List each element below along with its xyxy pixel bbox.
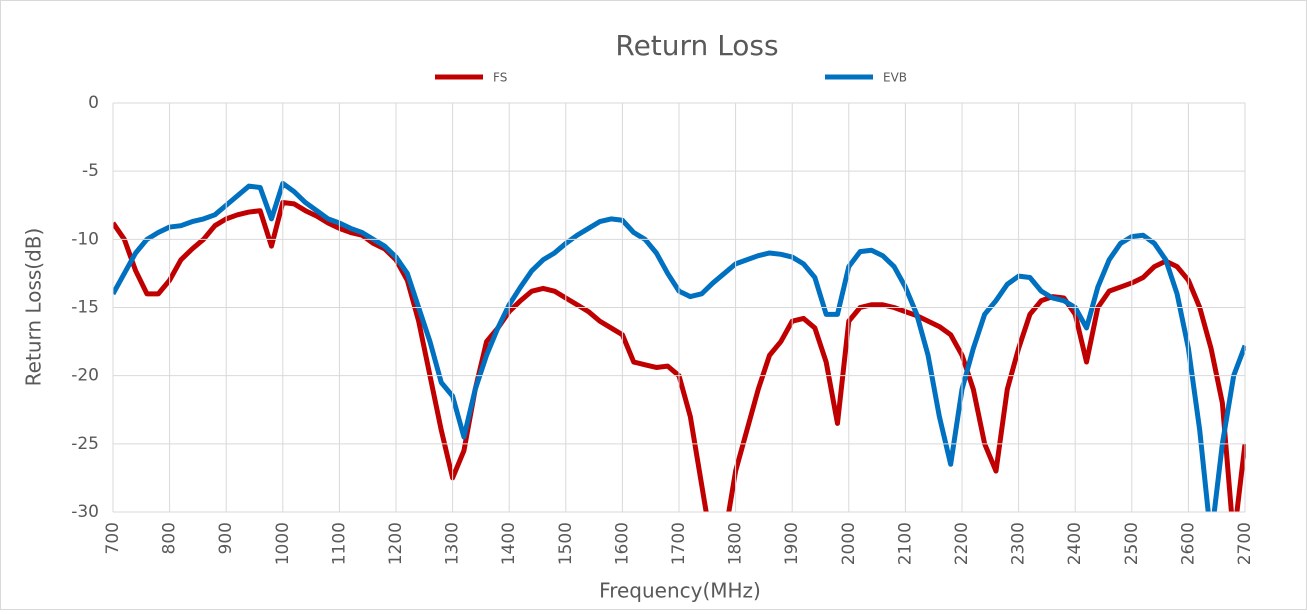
x-tick-label: 2200	[952, 522, 972, 565]
x-tick-label: 2000	[839, 522, 859, 565]
chart-title: Return Loss	[615, 29, 778, 62]
y-tick-label: -5	[82, 161, 99, 181]
x-tick-label: 2400	[1065, 522, 1085, 565]
x-tick-label: 1100	[329, 522, 349, 565]
x-tick-label: 2700	[1235, 522, 1255, 565]
y-tick-label: -30	[71, 502, 99, 522]
x-tick-label: 1800	[726, 522, 746, 565]
y-tick-label: -15	[71, 298, 99, 318]
x-tick-label: 2600	[1178, 522, 1198, 565]
legend-label: EVB	[883, 71, 907, 85]
x-tick-label: 1000	[273, 522, 293, 565]
x-tick-label: 1300	[443, 522, 463, 565]
x-tick-label: 800	[160, 522, 180, 554]
y-axis-label: Return Loss(dB)	[22, 228, 46, 387]
y-tick-label: 0	[88, 93, 99, 113]
y-tick-label: -10	[71, 229, 99, 249]
x-tick-label: 1200	[386, 522, 406, 565]
x-tick-label: 2300	[1009, 522, 1029, 565]
y-tick-label: -20	[71, 366, 99, 386]
x-tick-label: 1900	[782, 522, 802, 565]
x-tick-label: 900	[216, 522, 236, 554]
x-tick-label: 1600	[612, 522, 632, 565]
legend-label: FS	[493, 71, 507, 85]
x-tick-label: 700	[103, 522, 123, 554]
x-tick-label: 2500	[1122, 522, 1142, 565]
x-tick-label: 2100	[895, 522, 915, 565]
x-tick-label: 1400	[499, 522, 519, 565]
y-tick-label: -25	[71, 434, 99, 454]
x-tick-label: 1700	[669, 522, 689, 565]
x-axis-label: Frequency(MHz)	[599, 579, 761, 603]
x-tick-label: 1500	[556, 522, 576, 565]
